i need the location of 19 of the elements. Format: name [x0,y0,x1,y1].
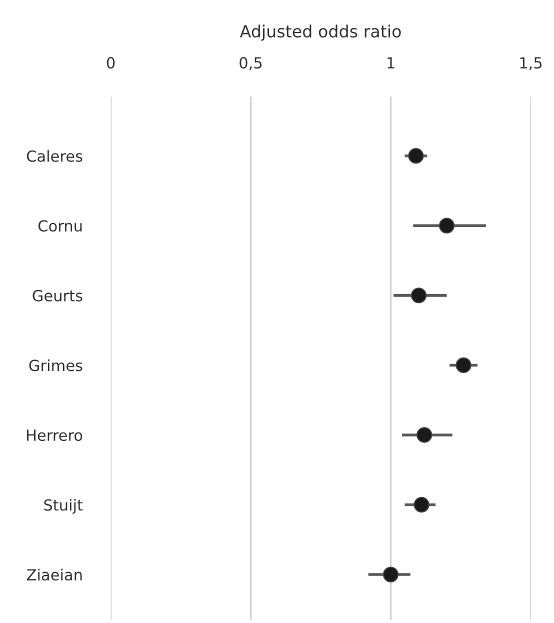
y-tick-label: Herrero [26,430,82,441]
y-tick-label: Geurts [32,290,82,302]
x-tick-label: 1,5 [520,57,542,70]
y-tick-label: Grimes [29,359,82,372]
point [414,496,430,513]
point [382,566,399,582]
x-tick-label: 0 [106,57,115,69]
point [438,218,455,234]
x-tick-label: 1 [388,57,394,68]
point [408,148,424,164]
y-tick-label: Stuijt [44,498,83,514]
point [416,427,432,443]
x-tick-label: 0,5 [240,57,262,70]
x-axis-title: Adjusted odds ratio [240,24,401,41]
y-tick-label: Ziaeian [26,568,82,581]
point [456,357,472,374]
point [410,288,427,304]
y-tick-label: Caleres [26,150,82,162]
y-tick-label: Cornu [38,220,82,232]
